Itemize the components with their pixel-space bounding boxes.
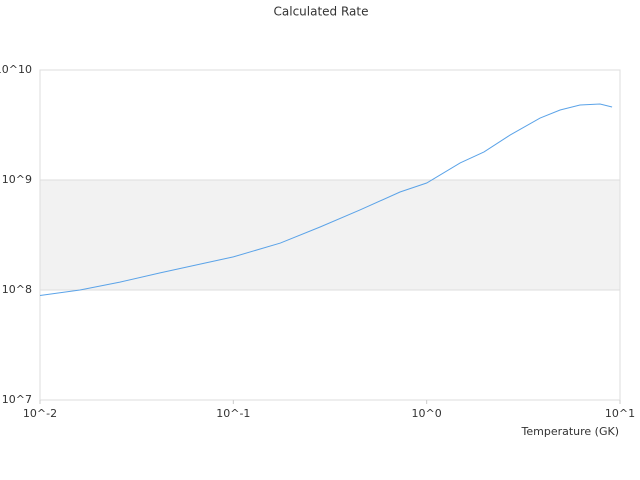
chart-title: Calculated Rate [274,5,369,19]
y-tick-label: 10^9 [2,173,32,186]
y-tick-label: 10^10 [0,63,32,76]
x-tick-label: 10^-2 [23,407,57,420]
y-tick-label: 10^8 [2,283,32,296]
grid-band [40,180,620,290]
x-tick-label: 10^0 [412,407,442,420]
line-series [39,103,613,297]
x-tick-label: 10^-1 [216,407,250,420]
x-axis-label: Temperature (GK) [521,425,620,438]
y-tick-label: 10^7 [2,393,32,406]
x-tick-label: 10^1 [605,407,635,420]
